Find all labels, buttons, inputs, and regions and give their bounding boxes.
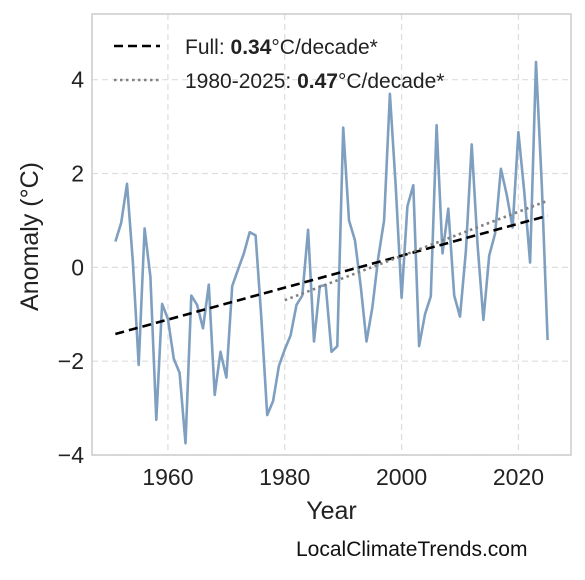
- anomaly-series-line: [114, 60, 549, 445]
- x-axis-label: Year: [306, 497, 357, 525]
- x-tick-label: 2020: [493, 464, 544, 490]
- watermark: LocalClimateTrends.com: [296, 538, 528, 561]
- y-tick-label: 0: [71, 254, 84, 280]
- y-tick-label: 4: [71, 67, 84, 93]
- plot-frame: [91, 13, 572, 456]
- y-axis-label: Anomaly (°C): [16, 162, 44, 311]
- x-tick-label: 2000: [376, 464, 427, 490]
- x-tick-label: 1980: [259, 464, 310, 490]
- grid: [92, 14, 571, 456]
- data-series: [114, 60, 549, 445]
- x-tick-label: 1960: [142, 464, 193, 490]
- full-trend-line: [115, 214, 548, 336]
- legend-recent-label: 1980-2025: 0.47°C/decade*: [185, 70, 444, 93]
- y-tick-label: −2: [58, 348, 84, 374]
- trend-lines: [115, 199, 549, 336]
- legend: Full: 0.34°C/decade* 1980-2025: 0.47°C/de…: [114, 36, 444, 93]
- tick-labels: 1960 1980 2000 2020 −4 −2 0 2 4: [58, 67, 544, 490]
- recent-trend-line: [284, 199, 549, 302]
- y-tick-label: −4: [58, 442, 84, 468]
- y-tick-label: 2: [71, 161, 84, 187]
- legend-full-label: Full: 0.34°C/decade*: [185, 36, 378, 59]
